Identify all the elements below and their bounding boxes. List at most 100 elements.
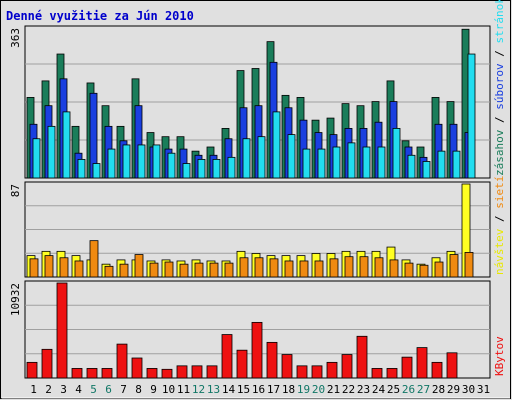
bar-sietí-day-20 [314,260,324,278]
bar-sietí-day-1 [29,258,39,278]
bar-KBytov-day-24 [371,368,383,379]
bar-stránok-day-3 [62,111,71,179]
bar-sietí-day-9 [149,262,159,278]
x-tick-label-day-18: 18 [282,383,295,396]
x-axis-day-labels: 1 2 3 4 5 6 7 8 9 10 11 12 13 14 15 16 17 18 19 20 21 22 23 24 2… [30,383,490,396]
bar-KBytov-day-28 [431,361,443,379]
bar-KBytov-day-7 [116,343,128,379]
x-tick-label-day-6: 6 [105,383,112,396]
bar-stránok-day-23 [362,146,371,179]
bar-stránok-day-9 [152,144,161,179]
x-tick-label-day-19: 19 [297,383,310,396]
bar-sietí-day-17 [269,258,279,278]
x-tick-label-day-25: 25 [387,383,400,396]
legend-entry: stránok [493,0,506,44]
bar-KBytov-day-5 [86,368,98,379]
bar-KBytov-day-22 [341,354,353,379]
bar-KBytov-day-23 [356,335,368,379]
panel-legend: návštev / sietí [493,176,506,275]
bar-sietí-day-23 [359,256,369,278]
legend-entry: / [493,110,506,130]
bar-stránok-day-25 [392,128,401,179]
bar-stránok-day-8 [137,144,146,179]
bar-sietí-day-2 [44,255,54,278]
bar-sietí-day-4 [74,260,84,278]
bar-stránok-day-5 [92,163,101,179]
x-tick-label-day-15: 15 [237,383,250,396]
bar-stránok-day-24 [377,146,386,179]
x-tick-label-day-21: 21 [327,383,340,396]
x-tick-label-day-14: 14 [222,383,236,396]
chart-panels: 363 zásahov / súborov / stránok 87 návštev … [9,0,506,379]
bar-KBytov-day-26 [401,356,413,379]
y-axis-max-label: 87 [9,184,22,197]
bar-KBytov-day-12 [191,365,203,379]
legend-entry: / [493,44,506,64]
bar-KBytov-day-17 [266,341,278,379]
bar-sietí-day-8 [134,254,144,278]
bar-sietí-day-5 [89,240,99,278]
x-tick-label-day-10: 10 [162,383,175,396]
bar-stránok-day-27 [422,161,431,179]
bar-sietí-day-25 [389,259,399,278]
bar-KBytov-day-18 [281,354,293,379]
bar-KBytov-day-13 [206,365,218,379]
panel-middle: 87 návštev / sietí [9,176,506,278]
bar-sietí-day-22 [344,256,354,278]
bar-sietí-day-10 [164,261,174,278]
bar-sietí-day-24 [374,257,384,278]
bar-stránok-day-29 [452,150,461,179]
bar-sietí-day-18 [284,260,294,278]
x-tick-label-day-12: 12 [192,383,205,396]
chart-title: Denné využitie za Jún 2010 [6,9,194,23]
bar-KBytov-day-15 [236,349,248,379]
bar-stránok-day-30 [467,53,476,179]
panel-top: 363 zásahov / súborov / stránok [9,0,506,179]
bar-stránok-day-12 [197,159,206,179]
bar-stránok-day-15 [242,138,251,179]
bar-sietí-day-28 [434,261,444,278]
y-axis-max-label: 10932 [9,283,22,316]
bar-stránok-day-11 [182,163,191,179]
bar-stránok-day-17 [272,111,281,179]
bar-KBytov-day-10 [161,368,173,379]
bar-stránok-day-18 [287,134,296,179]
bar-stránok-day-28 [437,150,446,179]
bar-sietí-day-21 [329,258,339,278]
x-tick-label-day-1: 1 [30,383,37,396]
bar-stránok-day-7 [122,144,131,179]
bar-stránok-day-10 [167,152,176,179]
panel-legend: zásahov / súborov / stránok [493,0,506,176]
x-tick-label-day-17: 17 [267,383,280,396]
x-tick-label-day-7: 7 [120,383,127,396]
bar-KBytov-day-4 [71,368,83,379]
bar-stránok-day-26 [407,154,416,179]
bar-stránok-day-21 [332,146,341,179]
x-tick-label-day-13: 13 [207,383,220,396]
bar-sietí-day-12 [194,262,204,278]
bar-sietí-day-30 [464,252,474,278]
x-tick-label-day-22: 22 [342,383,355,396]
panel-bottom: 10932 KBytov [9,280,506,379]
x-tick-label-day-26: 26 [402,383,415,396]
x-tick-label-day-24: 24 [372,383,386,396]
x-tick-label-day-4: 4 [75,383,82,396]
bar-KBytov-day-8 [131,357,143,379]
bar-sietí-day-6 [104,265,114,278]
legend-entry: súborov [493,63,506,110]
x-tick-label-day-23: 23 [357,383,370,396]
legend-entry: KBytov [493,336,506,376]
x-tick-label-day-28: 28 [432,383,445,396]
x-tick-label-day-30: 30 [462,383,475,396]
x-tick-label-day-9: 9 [150,383,157,396]
x-tick-label-day-2: 2 [45,383,52,396]
x-tick-label-day-16: 16 [252,383,265,396]
x-tick-label-day-11: 11 [177,383,190,396]
x-tick-label-day-8: 8 [135,383,142,396]
bar-stránok-day-1 [32,138,41,179]
bar-KBytov-day-3 [56,282,68,379]
bar-sietí-day-7 [119,263,129,278]
bar-sietí-day-15 [239,257,249,278]
